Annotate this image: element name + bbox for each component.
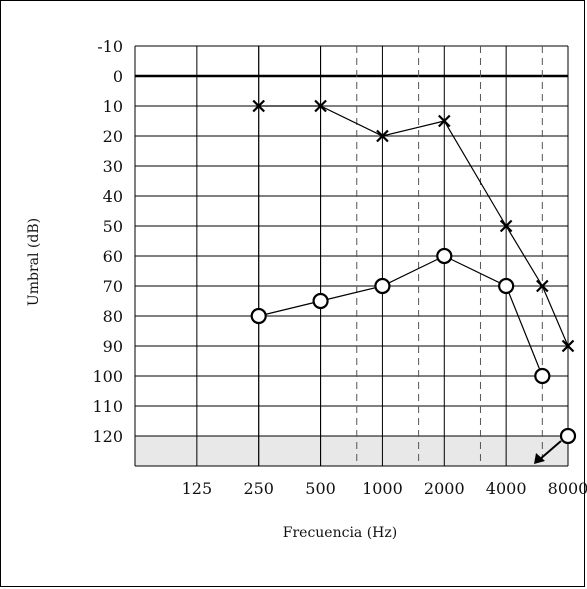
no-response-arrow-head [534, 453, 545, 464]
x-axis-label: Frecuencia (Hz) [283, 525, 397, 541]
x-tick-label: 125 [182, 479, 213, 498]
x-tick-label: 1000 [362, 479, 403, 498]
x-marker-stroke [252, 99, 265, 113]
x-marker-stroke [536, 279, 549, 293]
x-tick-label: 8000 [548, 479, 587, 498]
x-marker [252, 99, 265, 113]
y-tick-label: 120 [92, 427, 123, 446]
x-marker-stroke [438, 114, 451, 128]
x-marker [561, 339, 575, 353]
grid-lines [134, 45, 569, 467]
y-tick-label: 110 [92, 397, 123, 416]
x-marker [314, 99, 327, 113]
x-marker-stroke [314, 99, 327, 113]
y-tick-label: 50 [103, 217, 123, 236]
x-tick-label: 250 [243, 479, 274, 498]
y-tick-labels: -10 0 10 20 30 40 50 60 70 80 90 100 110 120 [92, 37, 123, 446]
circle-marker [436, 247, 453, 265]
y-tick-label: 0 [113, 67, 123, 86]
circle-marker [498, 277, 515, 295]
x-marker-stroke [499, 219, 513, 233]
y-tick-label: 70 [103, 277, 123, 296]
y-tick-label: 80 [103, 307, 123, 326]
series-line [258, 255, 543, 377]
circle-marker [559, 427, 577, 445]
y-tick-label: 30 [103, 157, 123, 176]
circle-marker [250, 307, 267, 325]
x-tick-label: 500 [305, 479, 336, 498]
x-marker [438, 114, 451, 128]
x-marker [536, 279, 549, 293]
circle-marker [312, 292, 329, 310]
no-response-band [135, 436, 568, 466]
y-tick-label: 20 [103, 127, 123, 146]
y-tick-label: 100 [92, 367, 123, 386]
series-3 [534, 427, 577, 464]
y-axis-label: Umbral (dB) [26, 218, 42, 306]
data-series [250, 99, 577, 464]
x-tick-label: 4000 [486, 479, 527, 498]
x-tick-labels: 125 250 500 1000 2000 4000 8000 [182, 479, 587, 498]
y-tick-label: 40 [103, 187, 123, 206]
x-marker-stroke [561, 339, 575, 353]
x-marker [376, 129, 389, 143]
y-tick-label: -10 [97, 37, 123, 56]
x-marker [499, 219, 513, 233]
series-1 [252, 99, 575, 353]
circle-marker [534, 367, 551, 385]
x-marker-stroke [376, 129, 389, 143]
y-tick-label: 90 [103, 337, 123, 356]
x-tick-label: 2000 [424, 479, 465, 498]
y-tick-label: 10 [103, 97, 123, 116]
series-2 [250, 247, 551, 385]
circle-marker [374, 277, 391, 295]
no-response-arrow-shaft [538, 440, 562, 461]
y-tick-label: 60 [103, 247, 123, 266]
